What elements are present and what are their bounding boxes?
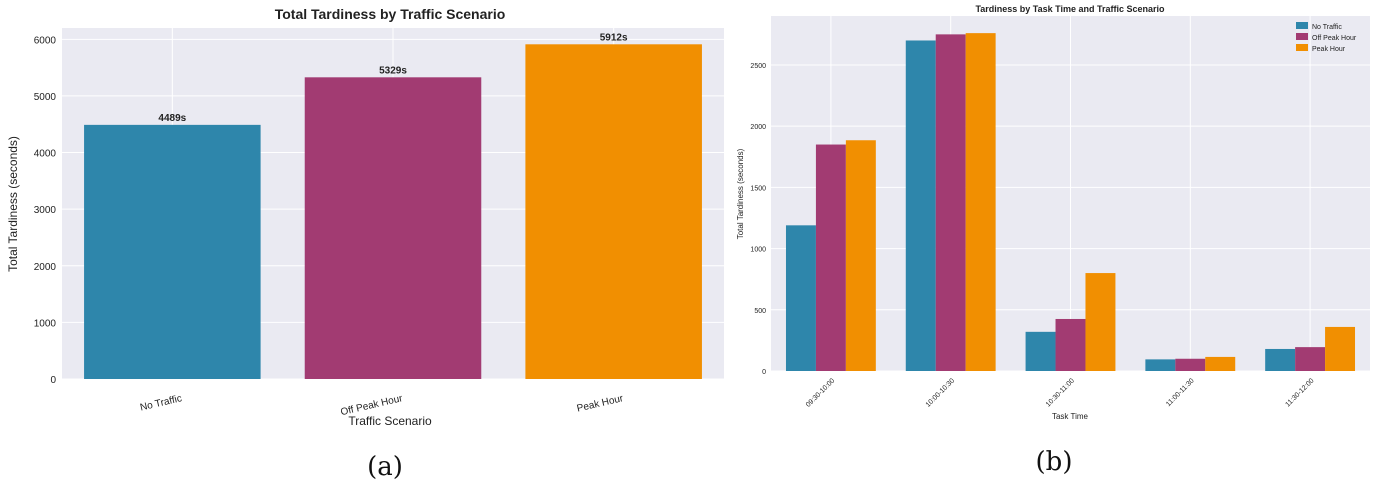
bar-peak-hour (525, 44, 702, 380)
chart-a-y-tick-label: 4000 (34, 149, 57, 160)
chart-b-y-tick-label: 0 (762, 369, 766, 376)
bar-peak-hour-09-30-10-00 (845, 140, 876, 371)
chart-b-title: Tardiness by Task Time and Traffic Scena… (975, 4, 1165, 14)
chart-a-y-tick-label: 0 (50, 375, 56, 386)
chart-b-y-tick-label: 2500 (750, 63, 766, 70)
legend-swatch-peak-hour (1296, 44, 1308, 51)
legend-swatch-off-peak-hour (1296, 33, 1308, 40)
x-tick-label-10-00-10-30: 10:00-10:30 (925, 377, 956, 408)
bar-off-peak-hour-11-00-11-30 (1175, 358, 1206, 371)
chart-b-y-tick-label: 1500 (750, 185, 766, 192)
chart-b-y-axis-label: Total Tardiness (seconds) (736, 148, 745, 239)
bar-off-peak-hour-11-30-12-00 (1295, 347, 1326, 371)
chart-a-y-tick-label: 1000 (34, 318, 57, 329)
chart-b-x-tick-labels: 09:30-10:00 10:00-10:30 10:30-11:00 11:00-1… (805, 377, 1316, 408)
x-tick-label-10-30-11-00: 10:30-11:00 (1045, 377, 1076, 408)
value-label-peak-hour: 5912s (600, 32, 628, 43)
bar-no-traffic-11-00-11-30 (1145, 359, 1176, 371)
bar-off-peak-hour-09-30-10-00 (815, 144, 846, 371)
chart-b-y-tick-label: 2000 (750, 124, 766, 131)
bar-no-traffic-10-30-11-00 (1025, 331, 1056, 371)
x-tick-label-11-00-11-30: 11:00-11:30 (1165, 377, 1196, 408)
legend-label-peak-hour: Peak Hour (1312, 46, 1346, 53)
bar-off-peak-hour-10-00-10-30 (935, 34, 966, 372)
chart-a-y-tick-label: 2000 (34, 262, 57, 273)
chart-b-bars (785, 33, 1356, 372)
chart-a-y-tick-label: 5000 (34, 92, 57, 103)
chart-a-title: Total Tardiness by Traffic Scenario (275, 6, 506, 22)
bar-no-traffic-09-30-10-00 (785, 225, 816, 371)
chart-b-caption: (b) (1036, 447, 1073, 477)
chart-a-y-axis-label: Total Tardiness (seconds) (6, 136, 20, 272)
chart-a-value-labels: 4489s 5329s 5912s (158, 32, 628, 124)
bar-no-traffic (84, 124, 261, 379)
chart-b: 0 500 1000 1500 2000 2500 09:30-10:00 10:00-10… (736, 4, 1370, 477)
x-tick-label-no-traffic: No Traffic (139, 393, 183, 413)
legend-label-off-peak-hour: Off Peak Hour (1312, 35, 1357, 42)
value-label-off-peak-hour: 5329s (379, 65, 407, 76)
bar-peak-hour-10-30-11-00 (1085, 273, 1116, 371)
chart-b-y-tick-label: 1000 (750, 247, 766, 254)
value-label-no-traffic: 4489s (158, 113, 186, 124)
bar-peak-hour-10-00-10-30 (965, 33, 996, 371)
legend-label-no-traffic: No Traffic (1312, 24, 1342, 31)
bar-no-traffic-11-30-12-00 (1265, 348, 1296, 371)
chart-a-y-tick-label: 3000 (34, 205, 57, 216)
legend-swatch-no-traffic (1296, 22, 1308, 29)
chart-a-y-tick-label: 6000 (34, 35, 57, 46)
chart-b-y-tick-labels: 0 500 1000 1500 2000 2500 (750, 63, 766, 376)
bar-off-peak-hour-10-30-11-00 (1055, 318, 1086, 371)
chart-b-x-axis-label: Task Time (1052, 412, 1089, 421)
x-tick-label-peak-hour: Peak Hour (576, 393, 625, 414)
bar-peak-hour-11-00-11-30 (1205, 356, 1236, 371)
x-tick-label-09-30-10-00: 09:30-10:00 (805, 377, 836, 408)
chart-a-bars (84, 44, 702, 380)
bar-peak-hour-11-30-12-00 (1325, 326, 1356, 371)
x-tick-label-11-30-12-00: 11:30-12:00 (1285, 377, 1316, 408)
chart-b-y-tick-label: 500 (754, 308, 766, 315)
bar-no-traffic-10-00-10-30 (905, 40, 936, 371)
chart-b-legend: No Traffic Off Peak Hour Peak Hour (1296, 22, 1357, 53)
chart-a-caption: (a) (367, 452, 403, 482)
bar-off-peak-hour (304, 77, 482, 379)
chart-a-y-tick-labels: 0 1000 2000 3000 4000 5000 6000 (34, 35, 57, 386)
chart-a-x-axis-label: Traffic Scenario (348, 414, 432, 428)
